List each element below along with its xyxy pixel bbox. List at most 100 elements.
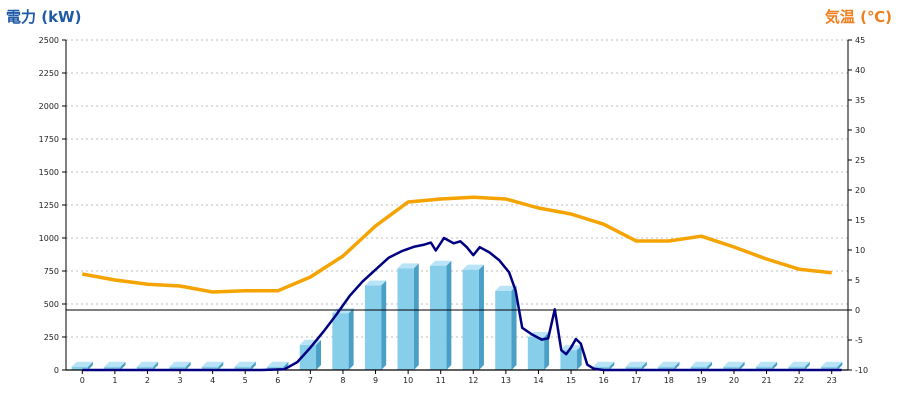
x-tick-label: 21	[761, 376, 771, 385]
x-tick-label: 7	[308, 376, 313, 385]
x-tick-label: 10	[403, 376, 413, 385]
power-bar-top	[267, 361, 289, 367]
power-bar-front	[625, 366, 642, 370]
power-bar-top	[397, 263, 419, 269]
x-tick-label: 15	[566, 376, 576, 385]
power-bar-side	[511, 285, 517, 370]
left-tick-label: 250	[44, 333, 59, 342]
x-tick-label: 22	[794, 376, 804, 385]
power-bar-side	[544, 332, 550, 370]
tick-layer: 02505007501000125015001750200022502500-1…	[39, 36, 868, 385]
power-bar-front	[592, 366, 610, 370]
power-bar	[332, 308, 354, 370]
x-tick-label: 13	[501, 376, 511, 385]
power-bar	[788, 361, 810, 370]
left-tick-label: 500	[44, 300, 59, 309]
power-bar-front	[104, 366, 121, 370]
power-bar-top	[592, 361, 615, 367]
power-bar-top	[71, 361, 93, 367]
x-tick-label: 19	[696, 376, 706, 385]
power-bar	[495, 285, 517, 370]
x-tick-label: 6	[275, 376, 280, 385]
x-tick-label: 4	[210, 376, 215, 385]
power-bar	[755, 361, 778, 370]
power-bar	[592, 361, 615, 370]
right-tick-label: 15	[855, 216, 865, 225]
x-tick-label: 1	[112, 376, 117, 385]
power-bar-front	[364, 285, 382, 370]
power-bar-side	[707, 361, 713, 370]
x-tick-label: 16	[599, 376, 609, 385]
power-bar	[690, 361, 713, 370]
power-bar-top	[430, 260, 452, 266]
power-bar	[658, 361, 680, 370]
left-tick-label: 1750	[39, 135, 59, 144]
left-tick-label: 750	[44, 267, 59, 276]
power-bar-front	[299, 344, 317, 370]
power-bar-top	[169, 361, 191, 367]
power-bar-front	[723, 366, 740, 370]
power-bar-top	[755, 361, 778, 367]
power-bar-side	[381, 280, 387, 370]
right-axis-label: 気温 (℃)	[824, 8, 892, 26]
power-bar-top	[136, 361, 159, 367]
power-bar-front	[136, 366, 154, 370]
power-bar-front	[430, 265, 447, 370]
x-tick-label: 11	[436, 376, 446, 385]
left-tick-label: 2000	[39, 102, 59, 111]
power-bar-side	[478, 264, 484, 370]
power-line	[82, 236, 842, 372]
power-bar-side	[120, 361, 126, 370]
power-bar-side	[316, 339, 322, 370]
power-bar-side	[413, 263, 419, 370]
power-bar	[104, 361, 126, 370]
x-tick-label: 17	[631, 376, 641, 385]
right-tick-label: 30	[855, 126, 865, 135]
power-bar-side	[87, 361, 93, 370]
power-bar-front	[71, 366, 88, 370]
right-tick-label: 10	[855, 246, 865, 255]
right-tick-label: 20	[855, 186, 865, 195]
power-bar-side	[804, 361, 810, 370]
power-bar-side	[609, 361, 615, 370]
right-tick-label: 45	[855, 36, 865, 45]
power-bar-front	[788, 366, 805, 370]
right-tick-label: 0	[855, 306, 860, 315]
power-bar-top	[234, 361, 256, 367]
power-bar-top	[201, 361, 224, 367]
x-tick-label: 20	[729, 376, 739, 385]
right-tick-label: 25	[855, 156, 865, 165]
power-bar	[625, 361, 647, 370]
x-tick-label: 0	[80, 376, 85, 385]
power-bar-front	[560, 350, 577, 370]
right-tick-label: -10	[855, 366, 868, 375]
power-bar	[299, 339, 322, 370]
right-tick-label: 40	[855, 66, 865, 75]
power-bar-side	[348, 308, 354, 370]
power-bar-top	[625, 361, 647, 367]
line-layer	[81, 195, 842, 372]
left-tick-label: 2500	[39, 36, 59, 45]
power-bar-top	[723, 361, 745, 367]
x-tick-label: 9	[373, 376, 378, 385]
x-tick-label: 18	[664, 376, 674, 385]
power-bar	[397, 263, 419, 370]
right-tick-label: 35	[855, 96, 865, 105]
power-bar-front	[755, 366, 773, 370]
power-bar-side	[837, 361, 843, 370]
power-bar-front	[527, 337, 545, 370]
left-tick-label: 2250	[39, 69, 59, 78]
power-bar-top	[364, 280, 387, 286]
bar-layer	[71, 260, 843, 370]
left-tick-label: 1250	[39, 201, 59, 210]
power-bar	[462, 264, 484, 370]
temperature-line	[81, 195, 832, 294]
power-bar-front	[495, 290, 512, 370]
power-bar	[723, 361, 745, 370]
power-bar-front	[821, 366, 838, 370]
power-bar-front	[462, 269, 479, 370]
power-bar-top	[462, 264, 484, 270]
power-bar	[821, 361, 843, 370]
power-bar	[234, 361, 256, 370]
